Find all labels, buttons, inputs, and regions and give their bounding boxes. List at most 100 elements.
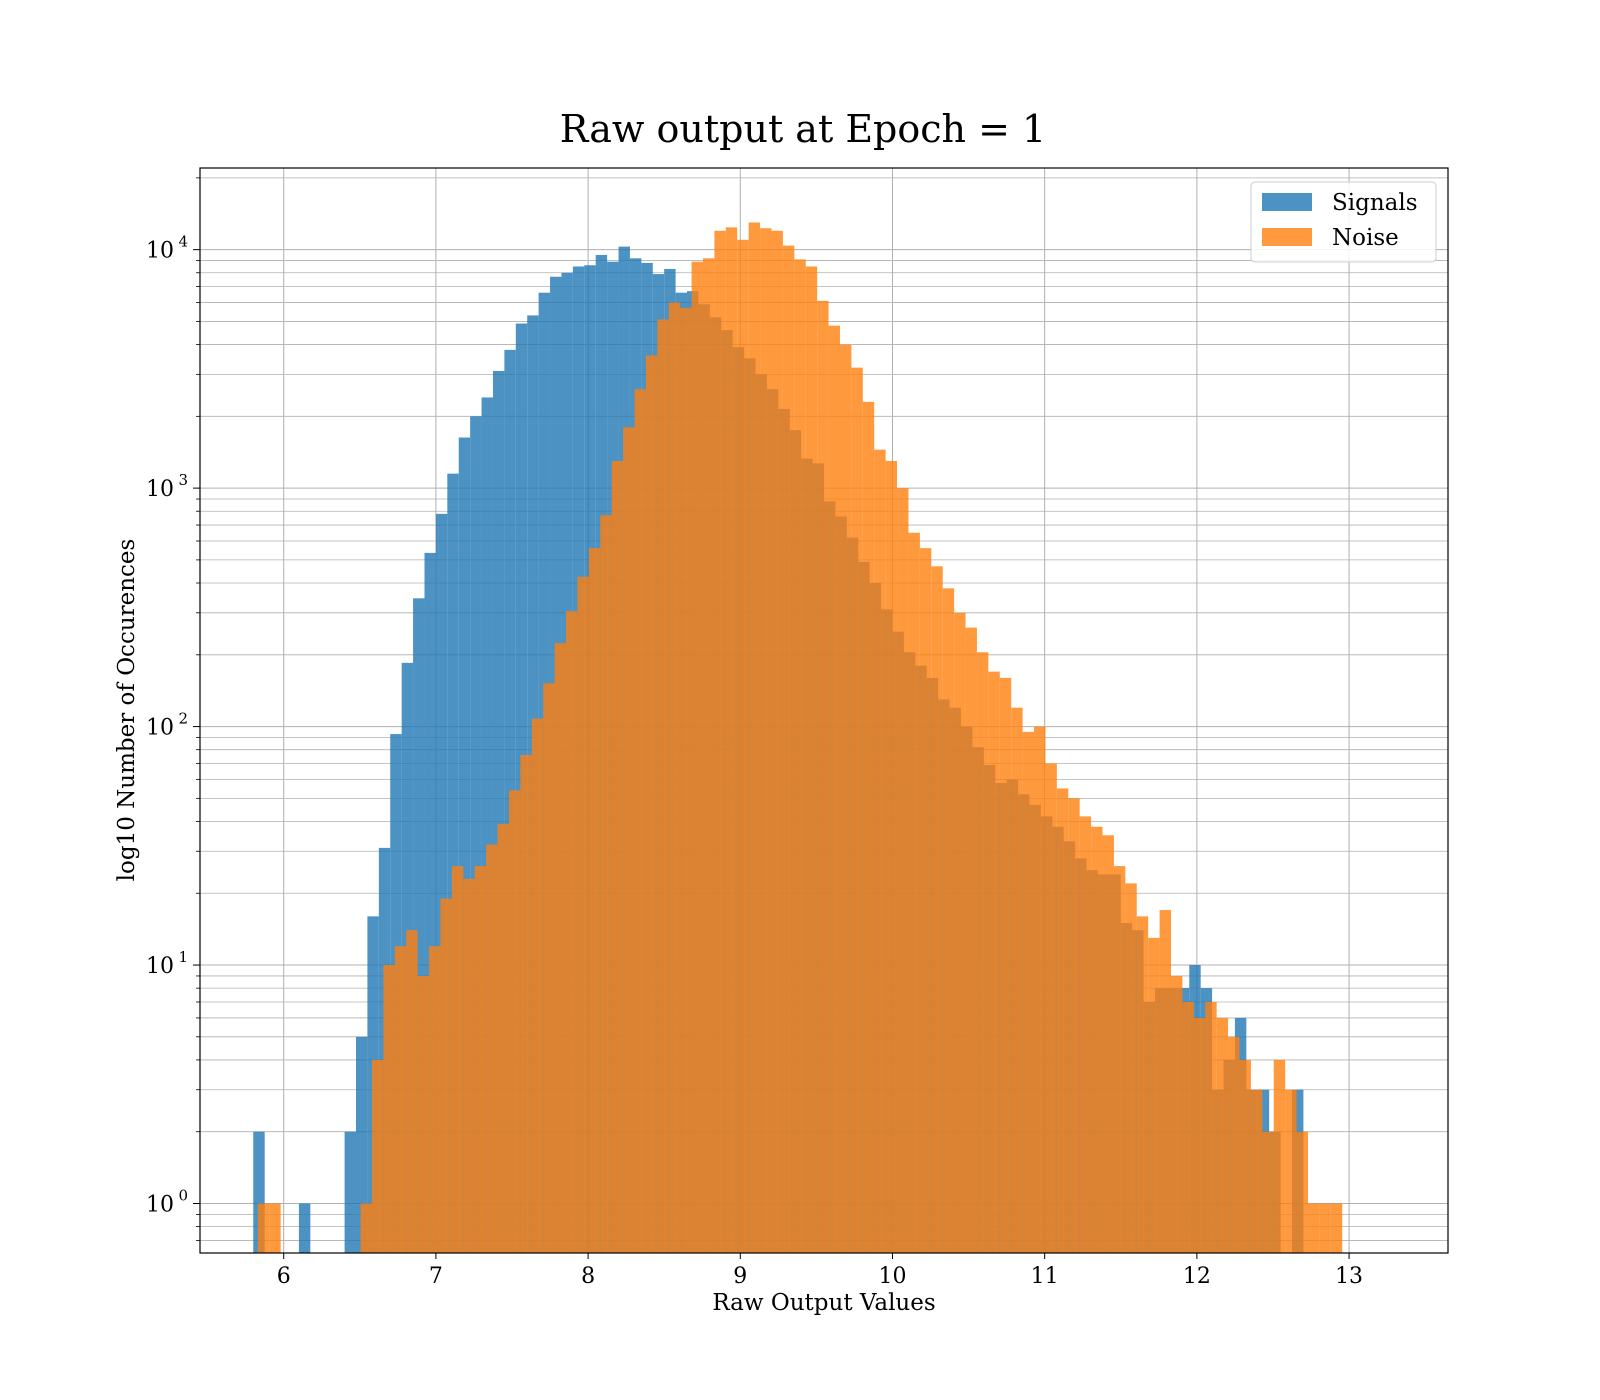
bar-noise: [1193, 1017, 1206, 1253]
legend-swatch-noise: [1262, 228, 1312, 246]
x-tick-label: 11: [1031, 1264, 1059, 1289]
x-tick-label: 6: [277, 1264, 291, 1289]
bar-noise: [862, 401, 875, 1253]
bar-noise: [486, 844, 498, 1253]
legend: Signals Noise: [1250, 181, 1437, 263]
bar-noise: [954, 612, 966, 1253]
bar-noise: [805, 266, 818, 1254]
legend-swatch-signals: [1262, 193, 1312, 211]
bar-noise: [645, 355, 658, 1254]
x-tick-label: 12: [1183, 1264, 1211, 1289]
bar-noise: [269, 1203, 281, 1253]
bar-noise: [942, 588, 955, 1253]
bar-noise: [999, 677, 1012, 1253]
bar-noise: [1216, 1017, 1229, 1253]
x-tick-label: 9: [733, 1264, 747, 1289]
bar-noise: [771, 230, 783, 1253]
bar-noise: [1022, 731, 1035, 1253]
bar-signals: [298, 1203, 311, 1253]
bar-noise: [874, 449, 886, 1253]
bar-noise: [1182, 1001, 1194, 1253]
bar-noise: [703, 258, 715, 1253]
bar-noise: [1250, 1089, 1263, 1253]
bar-noise: [988, 671, 1000, 1253]
bar-noise: [885, 460, 898, 1253]
bar-signals: [344, 1131, 356, 1253]
bar-noise: [691, 261, 703, 1254]
bar-noise: [851, 367, 863, 1253]
y-tick-label: 10: [146, 1192, 174, 1217]
y-tick-exponent: 0: [178, 1186, 188, 1204]
bar-noise: [1068, 798, 1080, 1253]
bar-noise: [1148, 937, 1160, 1253]
bar-noise: [577, 576, 589, 1253]
bar-noise: [1205, 1001, 1217, 1253]
y-tick-label: 10: [146, 477, 174, 502]
bar-noise: [748, 222, 761, 1254]
bar-signals: [356, 1036, 368, 1253]
y-tick-label: 10: [146, 239, 174, 264]
bar-signals: [470, 416, 482, 1254]
bar-noise: [782, 245, 795, 1254]
bar-noise: [976, 652, 989, 1253]
x-tick-label: 8: [581, 1264, 595, 1289]
x-tick-label: 13: [1335, 1264, 1363, 1289]
bar-noise: [839, 344, 852, 1253]
bar-noise: [1102, 835, 1114, 1253]
bar-noise: [600, 515, 612, 1253]
bar-noise: [817, 300, 829, 1254]
bar-noise: [1045, 763, 1057, 1253]
bar-signals: [447, 473, 459, 1253]
bar-noise: [1091, 826, 1103, 1253]
bar-noise: [497, 824, 509, 1253]
bar-noise: [531, 718, 544, 1253]
bar-signals: [481, 397, 493, 1253]
bar-noise: [406, 930, 418, 1253]
x-tick-label: 10: [878, 1264, 906, 1289]
y-tick-exponent: 1: [178, 948, 188, 966]
bar-noise: [714, 230, 726, 1253]
bar-noise: [588, 548, 601, 1253]
bar-noise: [371, 1059, 384, 1253]
bar-noise: [1285, 1089, 1297, 1253]
bar-noise: [657, 319, 669, 1253]
legend-label-noise: Noise: [1332, 225, 1399, 251]
bar-noise: [554, 643, 567, 1253]
bar-noise: [1319, 1203, 1331, 1253]
y-axis-title: log10 Number of Occurences: [114, 539, 140, 882]
bar-noise: [737, 239, 749, 1253]
bar-noise: [1079, 816, 1092, 1253]
bar-noise: [566, 611, 578, 1253]
bars: [253, 222, 1343, 1254]
bar-noise: [451, 866, 464, 1253]
bar-noise: [543, 683, 555, 1253]
bar-noise: [1239, 1059, 1251, 1253]
bar-noise: [440, 898, 452, 1253]
bar-noise: [257, 1203, 270, 1253]
bar-noise: [828, 325, 840, 1253]
bar-noise: [463, 878, 475, 1253]
bar-signals: [435, 513, 448, 1253]
bar-noise: [919, 548, 932, 1253]
bar-noise: [1296, 1131, 1308, 1253]
bar-noise: [760, 228, 772, 1254]
bar-noise: [360, 1203, 372, 1253]
bar-noise: [1171, 975, 1183, 1253]
bar-noise: [1330, 1203, 1343, 1253]
bar-noise: [1262, 1131, 1274, 1253]
bar-signals: [424, 552, 436, 1253]
bar-noise: [1307, 1203, 1320, 1253]
bar-noise: [1159, 910, 1171, 1253]
bar-noise: [965, 627, 977, 1253]
bar-signals: [492, 370, 505, 1253]
bar-signals: [413, 598, 425, 1253]
bar-noise: [668, 302, 681, 1253]
y-tick-exponent: 4: [178, 233, 188, 251]
bar-noise: [383, 965, 395, 1253]
bar-noise: [897, 488, 909, 1253]
bar-noise: [725, 227, 738, 1253]
bar-noise: [1113, 866, 1126, 1253]
